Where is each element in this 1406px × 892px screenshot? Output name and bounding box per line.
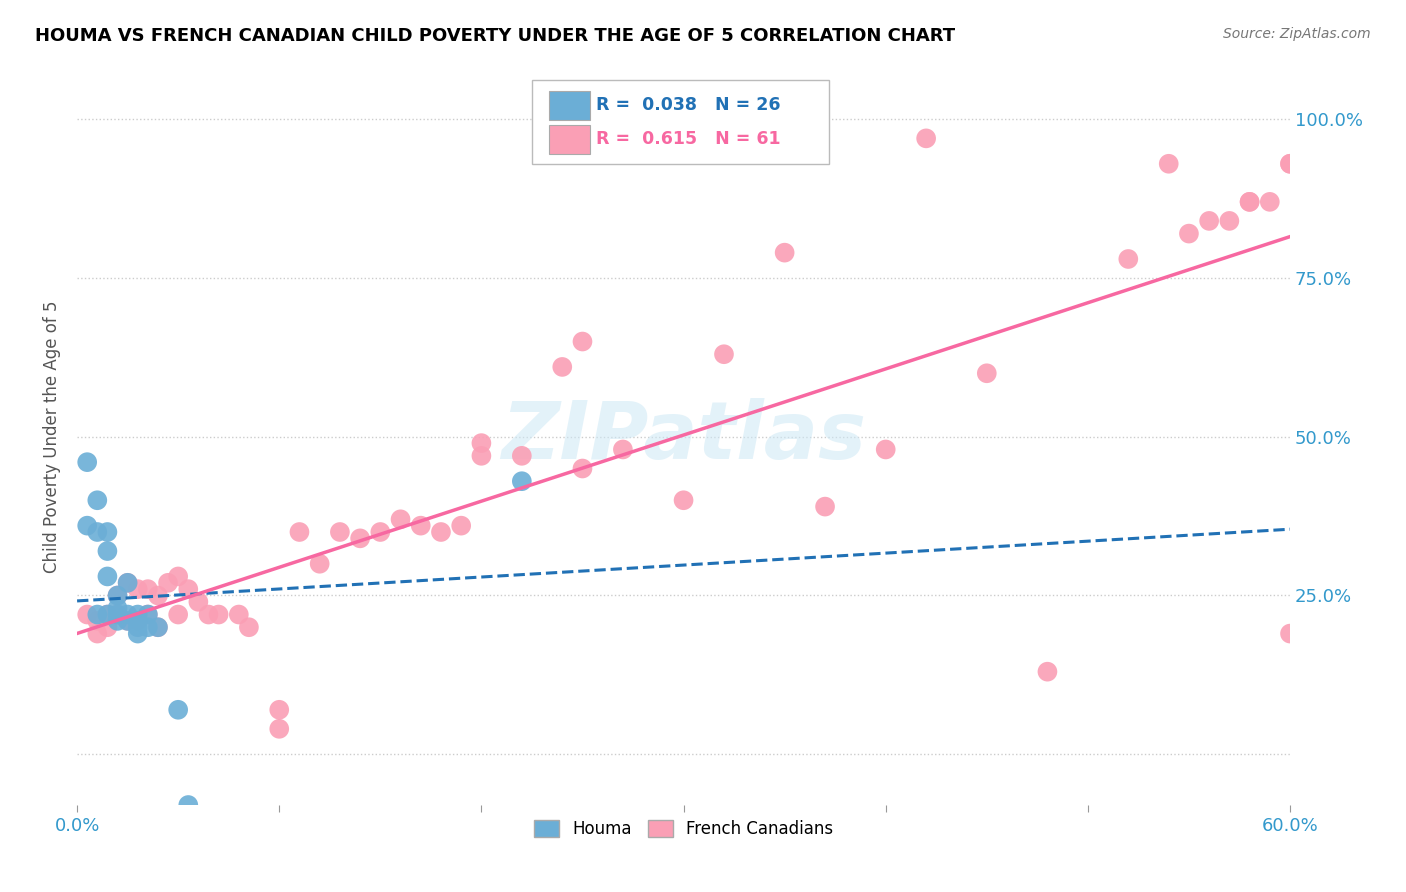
Point (288, 524, 311, 539)
Point (96, 544, 118, 558)
Point (117, 607, 139, 622)
Text: ZIPatlas: ZIPatlas (501, 398, 866, 475)
Point (96, 569, 118, 583)
Point (238, 620, 260, 634)
Point (76, 518, 98, 533)
Point (127, 607, 149, 622)
Point (228, 607, 250, 622)
Point (117, 575, 139, 590)
Point (96, 524, 118, 539)
Point (773, 245, 796, 260)
Point (187, 595, 209, 609)
FancyBboxPatch shape (548, 125, 591, 154)
Point (76, 455, 98, 469)
Point (127, 614, 149, 628)
Point (107, 607, 129, 622)
Text: R =  0.038   N = 26: R = 0.038 N = 26 (596, 96, 780, 114)
Point (470, 436, 492, 450)
Point (430, 524, 453, 539)
Point (117, 575, 139, 590)
Point (713, 347, 735, 361)
Point (136, 607, 159, 622)
Point (1116, 252, 1139, 266)
Point (167, 703, 190, 717)
Point (86, 524, 108, 539)
Point (1178, 227, 1201, 241)
Point (96, 607, 118, 622)
Point (136, 582, 159, 596)
Point (146, 620, 169, 634)
Point (167, 569, 190, 583)
Point (96, 607, 118, 622)
Point (1239, 194, 1261, 209)
Point (127, 620, 149, 634)
Point (117, 614, 139, 628)
Point (197, 607, 219, 622)
Point (107, 614, 129, 628)
Point (86, 614, 108, 628)
Point (551, 359, 574, 374)
Point (409, 518, 432, 533)
Point (1279, 626, 1302, 640)
Point (127, 626, 149, 640)
Point (107, 589, 129, 603)
Point (86, 626, 108, 640)
Point (76, 607, 98, 622)
Point (136, 607, 159, 622)
Point (157, 575, 180, 590)
Point (571, 334, 593, 349)
Text: HOUMA VS FRENCH CANADIAN CHILD POVERTY UNDER THE AGE OF 5 CORRELATION CHART: HOUMA VS FRENCH CANADIAN CHILD POVERTY U… (35, 27, 955, 45)
Point (875, 442, 897, 457)
Point (269, 722, 291, 736)
Point (370, 524, 392, 539)
FancyBboxPatch shape (531, 79, 830, 164)
Point (1258, 194, 1281, 209)
Point (976, 366, 998, 380)
Point (117, 614, 139, 628)
Point (1239, 194, 1261, 209)
Point (1198, 214, 1220, 228)
Point (308, 557, 330, 571)
Point (167, 607, 190, 622)
Point (107, 589, 129, 603)
Point (814, 500, 837, 514)
Point (86, 607, 108, 622)
Point (177, 797, 200, 812)
Point (96, 620, 118, 634)
Point (269, 703, 291, 717)
Point (1157, 157, 1180, 171)
Point (136, 620, 159, 634)
Point (329, 524, 352, 539)
Point (389, 512, 412, 526)
Point (207, 607, 229, 622)
Text: Source: ZipAtlas.com: Source: ZipAtlas.com (1223, 27, 1371, 41)
Point (146, 620, 169, 634)
Point (1279, 157, 1302, 171)
Point (915, 131, 938, 145)
Point (510, 449, 533, 463)
Point (470, 449, 492, 463)
Point (349, 532, 371, 546)
Point (1218, 214, 1240, 228)
Point (510, 474, 533, 488)
Point (127, 614, 149, 628)
FancyBboxPatch shape (548, 91, 591, 120)
Point (177, 582, 200, 596)
Text: R =  0.615   N = 61: R = 0.615 N = 61 (596, 130, 780, 148)
Point (107, 601, 129, 615)
Point (672, 493, 695, 508)
Point (612, 442, 634, 457)
Point (1036, 665, 1059, 679)
Point (107, 607, 129, 622)
Point (86, 493, 108, 508)
Point (127, 582, 149, 596)
Point (571, 461, 593, 475)
Point (450, 518, 472, 533)
Y-axis label: Child Poverty Under the Age of 5: Child Poverty Under the Age of 5 (44, 301, 60, 573)
Point (146, 589, 169, 603)
Point (1279, 157, 1302, 171)
Legend: Houma, French Canadians: Houma, French Canadians (527, 813, 841, 845)
